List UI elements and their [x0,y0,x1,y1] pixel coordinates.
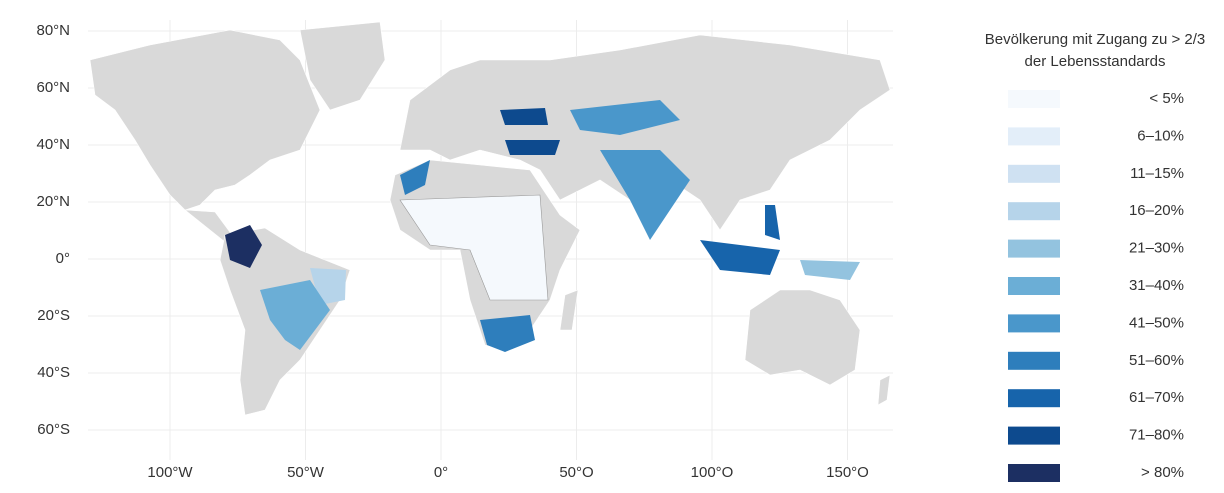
greenland [299,21,386,111]
lon-tick-label: 50°W [287,464,325,481]
legend-swatch [1008,277,1060,295]
eurasia [399,34,891,231]
lat-tick-label: 60°N [36,79,70,96]
lat-tick-label: 0° [56,250,70,267]
colombia [225,225,262,268]
morocco [400,160,430,195]
legend-swatch [1008,464,1060,482]
legend-swatch [1008,351,1060,370]
legend-label: 71–80% [1129,427,1184,444]
legend-label: 61–70% [1129,389,1184,406]
madagascar [559,289,579,331]
kazakhstan [570,100,680,135]
legend-label: 41–50% [1129,314,1184,331]
lat-tick-label: 40°N [36,136,70,153]
lon-tick-label: 50°O [559,464,593,481]
lon-tick-label: 100°O [691,464,734,481]
ukraine [500,108,548,125]
legend: Bevölkerung mit Zugang zu > 2/3 der Lebe… [985,31,1206,482]
legend-label: 51–60% [1129,352,1184,369]
legend-label: 6–10% [1137,127,1184,144]
lon-tick-label: 150°O [826,464,869,481]
legend-swatch [1008,426,1060,445]
legend-swatch [1008,239,1060,258]
legend-label: 31–40% [1129,277,1184,294]
lat-tick-label: 80°N [36,22,70,39]
philippines [765,205,780,240]
india [600,150,690,240]
turkey [505,140,560,155]
legend-title: der Lebensstandards [1025,53,1166,70]
legend-swatch [1008,202,1060,221]
africa-regions [399,194,549,301]
lat-tick-label: 20°N [36,193,70,210]
legend-title: Bevölkerung mit Zugang zu > 2/3 [985,31,1206,48]
legend-swatch [1008,164,1060,183]
legend-label: 16–20% [1129,202,1184,219]
lat-tick-label: 60°S [37,421,70,438]
lat-tick-label: 40°S [37,364,70,381]
new-zealand [877,374,891,406]
australia [744,289,861,386]
brazil-south [260,280,330,350]
papua [800,260,860,280]
lon-tick-label: 0° [434,464,448,481]
legend-label: 11–15% [1130,165,1184,182]
legend-label: < 5% [1149,90,1184,107]
legend-swatch [1008,127,1060,146]
legend-swatch [1008,90,1060,108]
southern-africa [480,315,535,352]
lon-tick-label: 100°W [147,464,193,481]
legend-label: > 80% [1141,464,1184,481]
legend-label: 21–30% [1129,240,1184,257]
legend-swatch [1008,389,1060,408]
land-layer [89,21,891,416]
indonesia [700,240,780,275]
legend-swatch [1008,314,1060,333]
lat-tick-label: 20°S [37,307,70,324]
north-america [89,29,321,211]
